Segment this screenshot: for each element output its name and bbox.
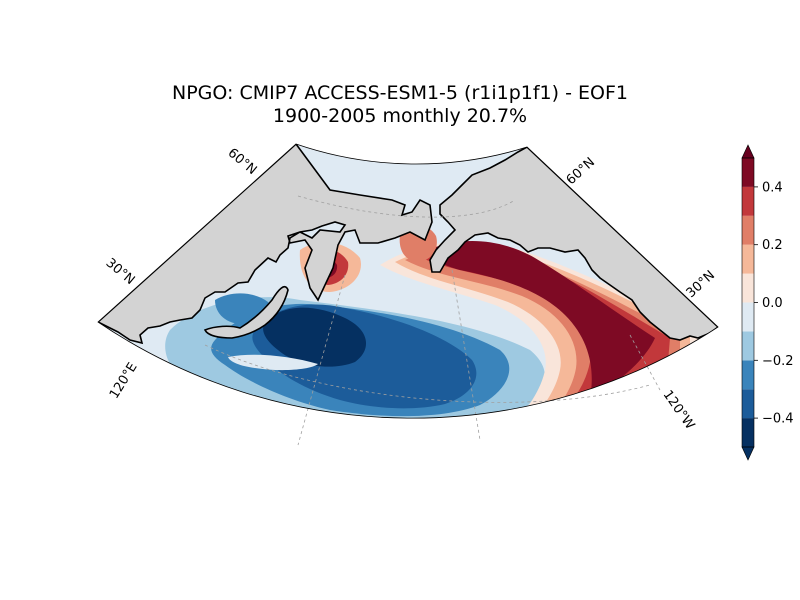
colorbar-level-2 xyxy=(742,360,754,390)
contour-positive-max-east xyxy=(428,240,655,398)
colorbar-level-8 xyxy=(742,186,754,216)
graticule-meridian-west xyxy=(297,274,346,446)
land-hawaii-dots xyxy=(480,443,494,448)
lat-label-30n-west: 30°N xyxy=(103,256,138,289)
lon-label-120e: 120°E xyxy=(107,360,141,401)
colorbar-tick-label: 0.0 xyxy=(762,296,783,311)
colorbar-level-7 xyxy=(742,215,754,245)
graticule xyxy=(204,195,661,446)
colorbar-level-6 xyxy=(742,244,754,274)
colorbar-level-0 xyxy=(742,418,754,447)
colorbar-extend-max xyxy=(741,144,755,159)
lat-label-30n-east: 30°N xyxy=(684,268,718,301)
colorbar-tick-label: 0.2 xyxy=(762,238,783,253)
land-japan xyxy=(203,285,289,339)
map-subtitle: 1900-2005 monthly 20.7% xyxy=(272,105,528,127)
colorbar-tick-label: 0.4 xyxy=(762,180,783,195)
graticule-meridian-east xyxy=(451,269,481,441)
colorbar-level-5 xyxy=(742,273,754,303)
map-panel xyxy=(97,143,719,448)
colorbar-level-3 xyxy=(742,331,754,361)
land-asia xyxy=(98,144,433,345)
colorbar-extend-min xyxy=(741,446,755,461)
lat-label-60n-west: 60°N xyxy=(225,146,260,179)
colorbar-level-4 xyxy=(742,302,754,332)
colorbar-tick-label: −0.2 xyxy=(762,354,794,369)
contour-negative-max xyxy=(263,307,367,367)
land-north-america xyxy=(429,146,718,341)
lat-label-60n-east: 60°N xyxy=(564,155,598,188)
graticule-parallel-30 xyxy=(204,344,651,403)
colorbar-tick-label: −0.4 xyxy=(762,412,794,427)
lon-label-120w: 120°W xyxy=(660,388,698,433)
colorbar-level-1 xyxy=(742,389,754,419)
map-title: NPGO: CMIP7 ACCESS-ESM1-5 (r1i1p1f1) - E… xyxy=(172,82,628,104)
colorbar: 0.4 0.2 0.0 −0.2 −0.4 xyxy=(741,144,794,461)
graticule-meridian-far-east xyxy=(629,334,661,391)
contour-near-zero-band xyxy=(228,354,318,371)
colorbar-level-9 xyxy=(742,158,754,187)
map-boundary xyxy=(97,143,719,419)
graticule-parallel-60 xyxy=(297,195,516,218)
